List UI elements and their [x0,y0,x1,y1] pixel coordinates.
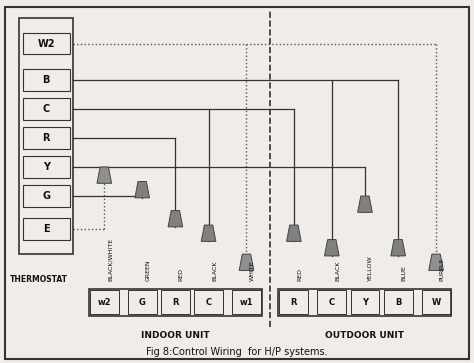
Bar [350,290,379,314]
Bar [128,290,156,314]
Bar [279,289,451,316]
Polygon shape [97,167,111,183]
Text: BLACK/WHITE: BLACK/WHITE [108,238,113,281]
Text: B: B [43,75,50,85]
Text: Y: Y [362,298,368,307]
Text: B: B [395,298,401,307]
Text: W2: W2 [37,38,55,49]
Text: C: C [43,104,50,114]
Text: C: C [329,298,335,307]
Bar [23,185,70,207]
Text: RED: RED [297,268,302,281]
Text: BLUE: BLUE [401,265,407,281]
Bar [279,290,309,314]
Bar [232,290,261,314]
Text: PURPLE: PURPLE [439,258,445,281]
Text: GREEN: GREEN [146,260,151,281]
Bar [23,127,70,149]
Text: W: W [431,298,441,307]
Text: w1: w1 [240,298,253,307]
Polygon shape [135,182,149,198]
Text: E: E [43,224,49,234]
Text: BLACK: BLACK [335,261,340,281]
Text: R: R [43,133,50,143]
Bar [422,290,451,314]
Bar [383,290,412,314]
Bar [161,290,190,314]
Bar [19,18,73,254]
Text: YELLOW: YELLOW [368,256,374,281]
Polygon shape [325,240,339,256]
Bar [89,289,262,316]
Text: WHITE: WHITE [250,261,255,281]
Bar [23,33,70,54]
Text: C: C [206,298,211,307]
Polygon shape [391,240,405,256]
Bar [23,69,70,91]
Bar [23,98,70,120]
Text: G: G [139,298,146,307]
Text: BLACK: BLACK [212,261,217,281]
Polygon shape [358,196,372,212]
Text: R: R [172,298,179,307]
Polygon shape [429,254,443,270]
Bar [23,156,70,178]
Text: w2: w2 [98,298,111,307]
Polygon shape [287,225,301,241]
Text: Y: Y [43,162,50,172]
Text: R: R [291,298,297,307]
Text: Fig 8:Control Wiring  for H/P systems.: Fig 8:Control Wiring for H/P systems. [146,347,328,357]
Text: INDOOR UNIT: INDOOR UNIT [141,331,210,340]
Polygon shape [201,225,216,241]
Polygon shape [168,211,182,227]
Bar [23,218,70,240]
Bar [194,290,223,314]
Bar [318,290,346,314]
Text: THERMOSTAT: THERMOSTAT [9,275,67,284]
Polygon shape [239,254,254,270]
Text: OUTDOOR UNIT: OUTDOOR UNIT [326,331,404,340]
Text: RED: RED [179,268,184,281]
Bar [90,290,118,314]
Text: G: G [42,191,50,201]
